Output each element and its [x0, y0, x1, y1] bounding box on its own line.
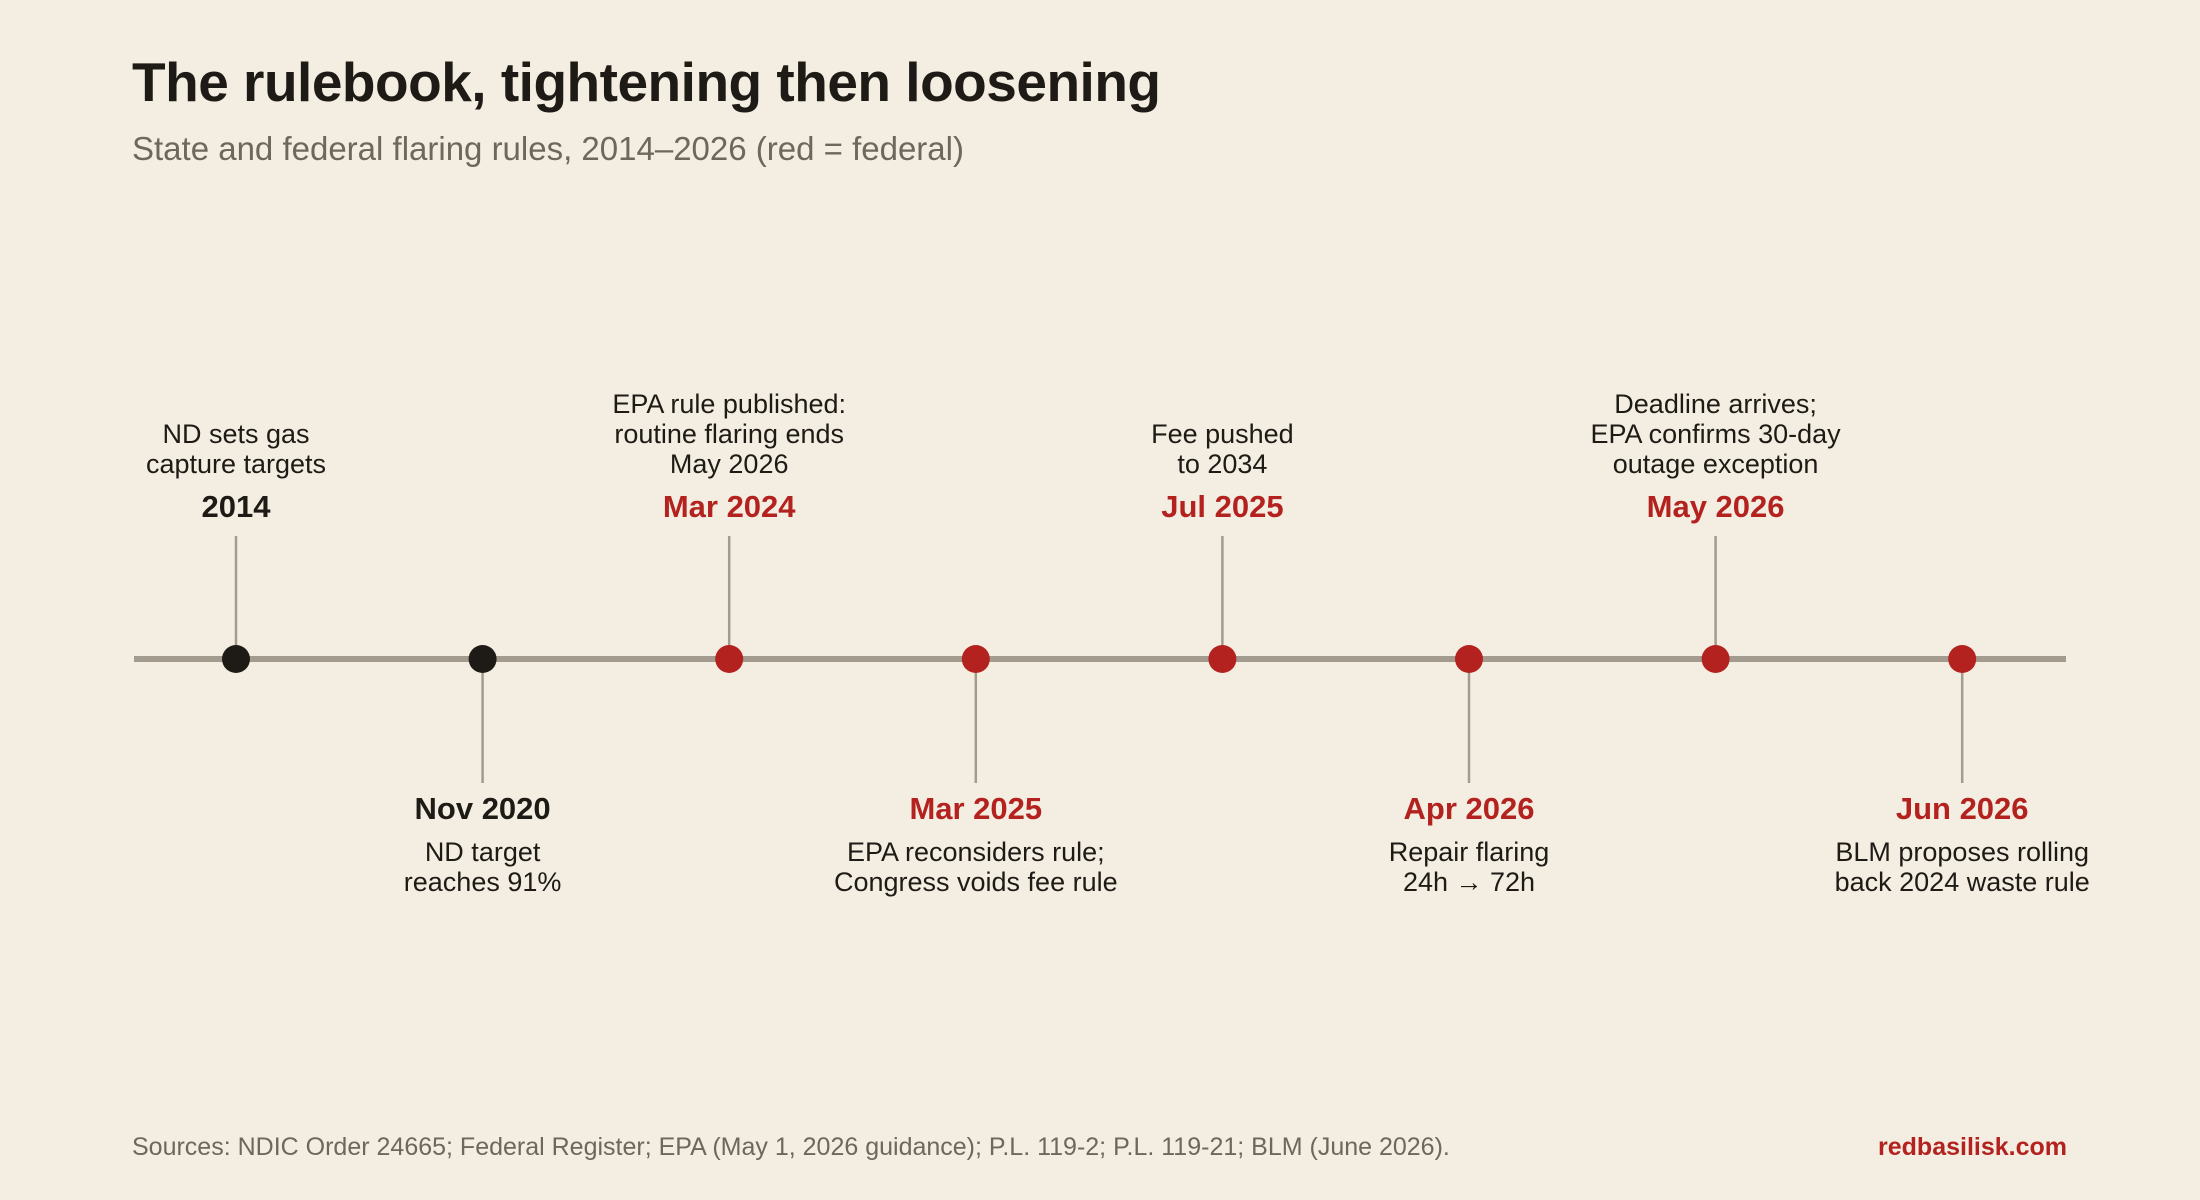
event-date: Apr 2026 [1404, 791, 1535, 826]
event-description: BLM proposes rolling [1835, 837, 2089, 867]
event-marker [1455, 645, 1483, 673]
event-marker [961, 645, 990, 673]
event-description: ND target [425, 837, 541, 867]
timeline-event: Mar 2024 EPA rule published:routine flari… [612, 389, 846, 673]
sources-note: Sources: NDIC Order 24665; Federal Regis… [132, 1133, 1450, 1161]
event-marker [715, 645, 744, 673]
event-description: 24h → 72h [1403, 867, 1535, 897]
event-marker [468, 645, 497, 673]
timeline-event: Mar 2025 EPA reconsiders rule;Congress vo… [834, 645, 1118, 897]
chart-subtitle: State and federal flaring rules, 2014–20… [132, 130, 964, 167]
event-description: EPA confirms 30-day [1591, 419, 1842, 449]
event-date: Nov 2020 [415, 791, 551, 826]
event-description: back 2024 waste rule [1835, 867, 2090, 897]
event-date: May 2026 [1647, 489, 1785, 524]
event-description: Fee pushed [1151, 419, 1294, 449]
event-description: Congress voids fee rule [834, 867, 1118, 897]
event-marker [1948, 645, 1977, 673]
event-date: Mar 2025 [909, 791, 1042, 826]
event-date: 2014 [202, 489, 272, 524]
event-description: outage exception [1613, 449, 1819, 479]
event-description: capture targets [146, 449, 326, 479]
event-description: reaches 91% [404, 867, 562, 897]
event-marker [222, 645, 250, 673]
event-marker [1701, 645, 1730, 673]
event-description: Repair flaring [1389, 837, 1550, 867]
event-date: Jul 2025 [1161, 489, 1283, 524]
event-date: Jun 2026 [1896, 791, 2029, 826]
event-marker [1208, 645, 1237, 673]
brand-link[interactable]: redbasilisk.com [1878, 1133, 2067, 1161]
event-description: Deadline arrives; [1614, 389, 1817, 419]
event-description: May 2026 [670, 449, 789, 479]
event-description: EPA reconsiders rule; [847, 837, 1105, 867]
event-description: to 2034 [1177, 449, 1267, 479]
chart-title: The rulebook, tightening then loosening [132, 51, 1161, 113]
event-description: EPA rule published: [612, 389, 846, 419]
timeline-event: May 2026 Deadline arrives;EPA confirms 30… [1591, 389, 1842, 673]
event-description: routine flaring ends [614, 419, 844, 449]
event-date: Mar 2024 [663, 489, 796, 524]
event-description: ND sets gas [162, 419, 309, 449]
